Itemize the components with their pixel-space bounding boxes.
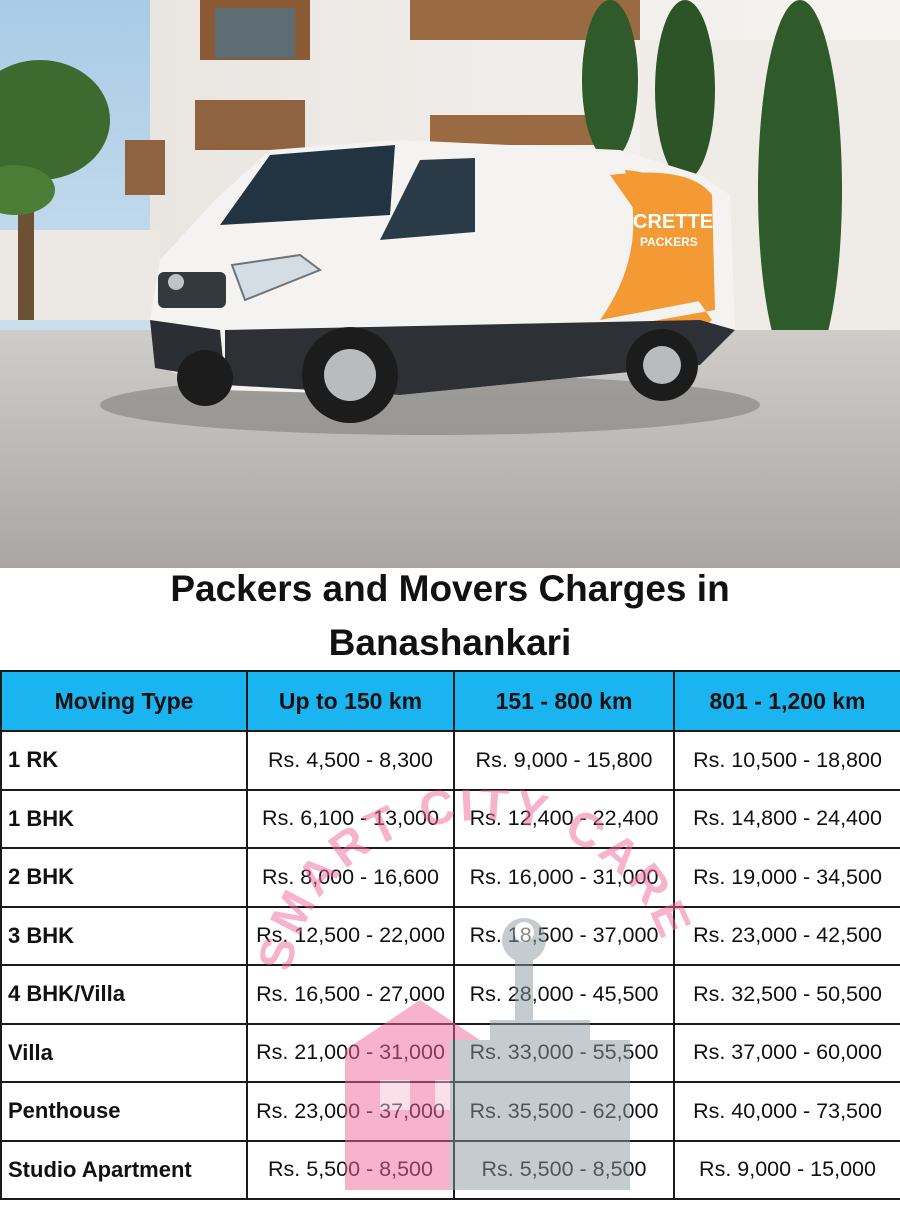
price-cell: Rs. 19,000 - 34,500 [673, 847, 900, 908]
header-up-to-150-km: Up to 150 km [246, 670, 455, 732]
header-151-800-km: 151 - 800 km [453, 670, 675, 732]
price-cell: Rs. 23,000 - 37,000 [246, 1081, 455, 1142]
hero-photo: CRETTE PACKERS [0, 0, 900, 568]
price-cell: Rs. 14,800 - 24,400 [673, 788, 900, 849]
price-cell: Rs. 21,000 - 31,000 [246, 1022, 455, 1083]
price-cell: Rs. 18,500 - 37,000 [453, 905, 675, 966]
table-row: 1 BHK Rs. 6,100 - 13,000 Rs. 12,400 - 22… [0, 788, 900, 849]
moving-type-cell: Villa [0, 1022, 248, 1083]
price-cell: Rs. 23,000 - 42,500 [673, 905, 900, 966]
price-cell: Rs. 12,500 - 22,000 [246, 905, 455, 966]
table-header-row: Moving Type Up to 150 km 151 - 800 km 80… [0, 670, 900, 732]
price-cell: Rs. 5,500 - 8,500 [246, 1139, 455, 1200]
price-cell: Rs. 28,000 - 45,500 [453, 964, 675, 1025]
table-row: Studio Apartment Rs. 5,500 - 8,500 Rs. 5… [0, 1139, 900, 1200]
price-cell: Rs. 5,500 - 8,500 [453, 1139, 675, 1200]
table-row: Penthouse Rs. 23,000 - 37,000 Rs. 35,500… [0, 1081, 900, 1142]
price-cell: Rs. 8,000 - 16,600 [246, 847, 455, 908]
charges-table: Moving Type Up to 150 km 151 - 800 km 80… [0, 670, 900, 1200]
price-cell: Rs. 40,000 - 73,500 [673, 1081, 900, 1142]
title-line-2: Banashankari [328, 622, 572, 663]
price-cell: Rs. 6,100 - 13,000 [246, 788, 455, 849]
moving-type-cell: 1 RK [0, 730, 248, 791]
price-cell: Rs. 37,000 - 60,000 [673, 1022, 900, 1083]
van-logo-line2: PACKERS [640, 235, 698, 249]
table-row: Villa Rs. 21,000 - 31,000 Rs. 33,000 - 5… [0, 1022, 900, 1083]
page-title: Packers and Movers Charges in Banashanka… [0, 562, 900, 670]
header-801-1200-km: 801 - 1,200 km [673, 670, 900, 732]
moving-type-cell: 4 BHK/Villa [0, 964, 248, 1025]
table-row: 2 BHK Rs. 8,000 - 16,600 Rs. 16,000 - 31… [0, 847, 900, 908]
price-cell: Rs. 16,000 - 31,000 [453, 847, 675, 908]
table-row: 3 BHK Rs. 12,500 - 22,000 Rs. 18,500 - 3… [0, 905, 900, 966]
price-cell: Rs. 16,500 - 27,000 [246, 964, 455, 1025]
moving-type-cell: Studio Apartment [0, 1139, 248, 1200]
price-cell: Rs. 9,000 - 15,800 [453, 730, 675, 791]
van-logo-line1: CRETTE [633, 211, 713, 233]
price-cell: Rs. 10,500 - 18,800 [673, 730, 900, 791]
moving-type-cell: 2 BHK [0, 847, 248, 908]
table-row: 4 BHK/Villa Rs. 16,500 - 27,000 Rs. 28,0… [0, 964, 900, 1025]
title-line-1: Packers and Movers Charges in [170, 568, 730, 609]
price-cell: Rs. 32,500 - 50,500 [673, 964, 900, 1025]
moving-type-cell: 3 BHK [0, 905, 248, 966]
moving-type-cell: Penthouse [0, 1081, 248, 1142]
table-row: 1 RK Rs. 4,500 - 8,300 Rs. 9,000 - 15,80… [0, 730, 900, 791]
van-illustration: CRETTE PACKERS [0, 0, 900, 568]
header-moving-type: Moving Type [0, 670, 248, 732]
moving-type-cell: 1 BHK [0, 788, 248, 849]
price-cell: Rs. 9,000 - 15,000 [673, 1139, 900, 1200]
price-cell: Rs. 4,500 - 8,300 [246, 730, 455, 791]
price-cell: Rs. 33,000 - 55,500 [453, 1022, 675, 1083]
price-cell: Rs. 12,400 - 22,400 [453, 788, 675, 849]
price-cell: Rs. 35,500 - 62,000 [453, 1081, 675, 1142]
